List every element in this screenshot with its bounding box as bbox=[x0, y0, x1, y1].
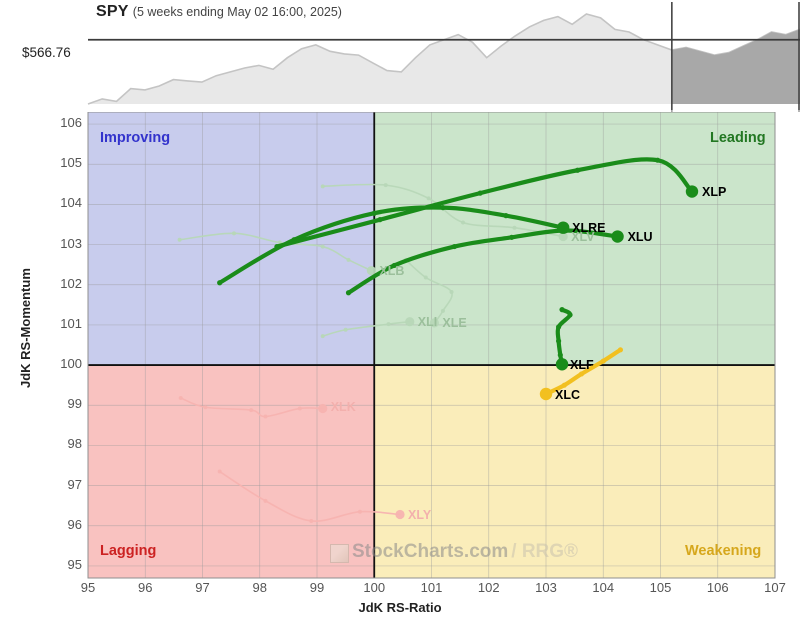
chart-symbol: SPY bbox=[96, 3, 129, 20]
y-tick-97: 97 bbox=[67, 476, 82, 492]
y-tick-98: 98 bbox=[67, 436, 82, 452]
series-label-xlp: XLP bbox=[701, 184, 727, 199]
x-tick-102: 102 bbox=[477, 580, 500, 595]
y-tick-102: 102 bbox=[60, 275, 82, 291]
series-label-xle: XLE bbox=[442, 315, 467, 330]
stockcharts-logo-icon bbox=[330, 543, 349, 563]
x-tick-99: 99 bbox=[309, 580, 325, 595]
y-tick-101: 101 bbox=[60, 315, 82, 331]
series-xli[interactable] bbox=[320, 317, 415, 339]
x-tick-98: 98 bbox=[252, 580, 267, 595]
watermark-secondary: / RRG® bbox=[511, 541, 579, 562]
series-xlre[interactable] bbox=[217, 205, 570, 286]
y-axis-title-wrap: JdK RS-Momentum bbox=[0, 0, 33, 468]
rrg-plot[interactable] bbox=[0, 112, 800, 580]
series-label-xlre: XLRE bbox=[572, 220, 606, 235]
y-tick-105: 105 bbox=[60, 155, 82, 171]
rrg-plot-svg[interactable] bbox=[0, 112, 800, 580]
quadrant-label-leading: Leading bbox=[710, 130, 766, 146]
y-tick-106: 106 bbox=[60, 115, 82, 131]
x-axis-ticks: 95 96 97 98 99 100 101 102 103 104 105 106 107 bbox=[0, 580, 800, 602]
y-tick-103: 103 bbox=[60, 235, 82, 251]
series-label-xlk: XLK bbox=[330, 400, 356, 415]
series-xlk[interactable] bbox=[178, 396, 328, 419]
x-tick-106: 106 bbox=[706, 580, 729, 595]
y-tick-99: 99 bbox=[67, 396, 82, 412]
series-label-xlv: XLV bbox=[571, 229, 595, 244]
series-label-xlb: XLB bbox=[379, 263, 405, 278]
quadrant-label-weakening: Weakening bbox=[685, 543, 762, 559]
chart-title: SPY (5 weeks ending May 02 16:00, 2025) bbox=[96, 3, 342, 21]
series-label-xly: XLY bbox=[408, 507, 432, 522]
x-tick-95: 95 bbox=[80, 580, 96, 595]
series-xlc[interactable] bbox=[539, 347, 624, 401]
price-label: $566.76 bbox=[22, 45, 71, 60]
y-tick-104: 104 bbox=[60, 195, 82, 211]
mini-price-svg bbox=[0, 2, 800, 112]
series-xlv[interactable] bbox=[320, 183, 568, 242]
series-label-xlu: XLU bbox=[627, 229, 653, 244]
mini-price-chart[interactable]: SPY (5 weeks ending May 02 16:00, 2025) … bbox=[0, 0, 800, 112]
x-tick-97: 97 bbox=[195, 580, 210, 595]
x-tick-103: 103 bbox=[535, 580, 557, 595]
quadrant-label-lagging: Lagging bbox=[100, 543, 157, 559]
watermark-primary: StockCharts.com bbox=[352, 541, 509, 562]
watermark: StockCharts.com / RRG® bbox=[330, 541, 578, 563]
series-label-xli: XLI bbox=[417, 314, 438, 329]
x-tick-107: 107 bbox=[764, 580, 786, 595]
quadrant-label-improving: Improving bbox=[100, 130, 171, 146]
y-axis-title: JdK RS-Momentum bbox=[18, 268, 33, 388]
x-tick-104: 104 bbox=[592, 580, 615, 595]
x-tick-96: 96 bbox=[138, 580, 153, 595]
y-tick-95: 95 bbox=[67, 556, 82, 572]
series-xlp[interactable] bbox=[274, 157, 699, 250]
chart-subtitle: (5 weeks ending May 02 16:00, 2025) bbox=[132, 5, 342, 19]
y-axis-ticks: 106 105 104 103 102 101 100 99 98 97 96 95 bbox=[30, 0, 82, 572]
x-axis-title: JdK RS-Ratio bbox=[358, 600, 442, 615]
y-tick-96: 96 bbox=[67, 516, 82, 532]
y-tick-100: 100 bbox=[60, 356, 82, 372]
series-xle[interactable] bbox=[403, 257, 454, 328]
series-xlf[interactable] bbox=[555, 307, 573, 371]
series-xly[interactable] bbox=[217, 469, 405, 523]
series-label-xlc: XLC bbox=[555, 388, 580, 402]
x-tick-105: 105 bbox=[649, 580, 672, 595]
series-label-xlf: XLF bbox=[570, 358, 594, 373]
x-tick-100: 100 bbox=[363, 580, 386, 595]
x-tick-101: 101 bbox=[420, 580, 443, 595]
series-xlu[interactable] bbox=[345, 227, 624, 296]
